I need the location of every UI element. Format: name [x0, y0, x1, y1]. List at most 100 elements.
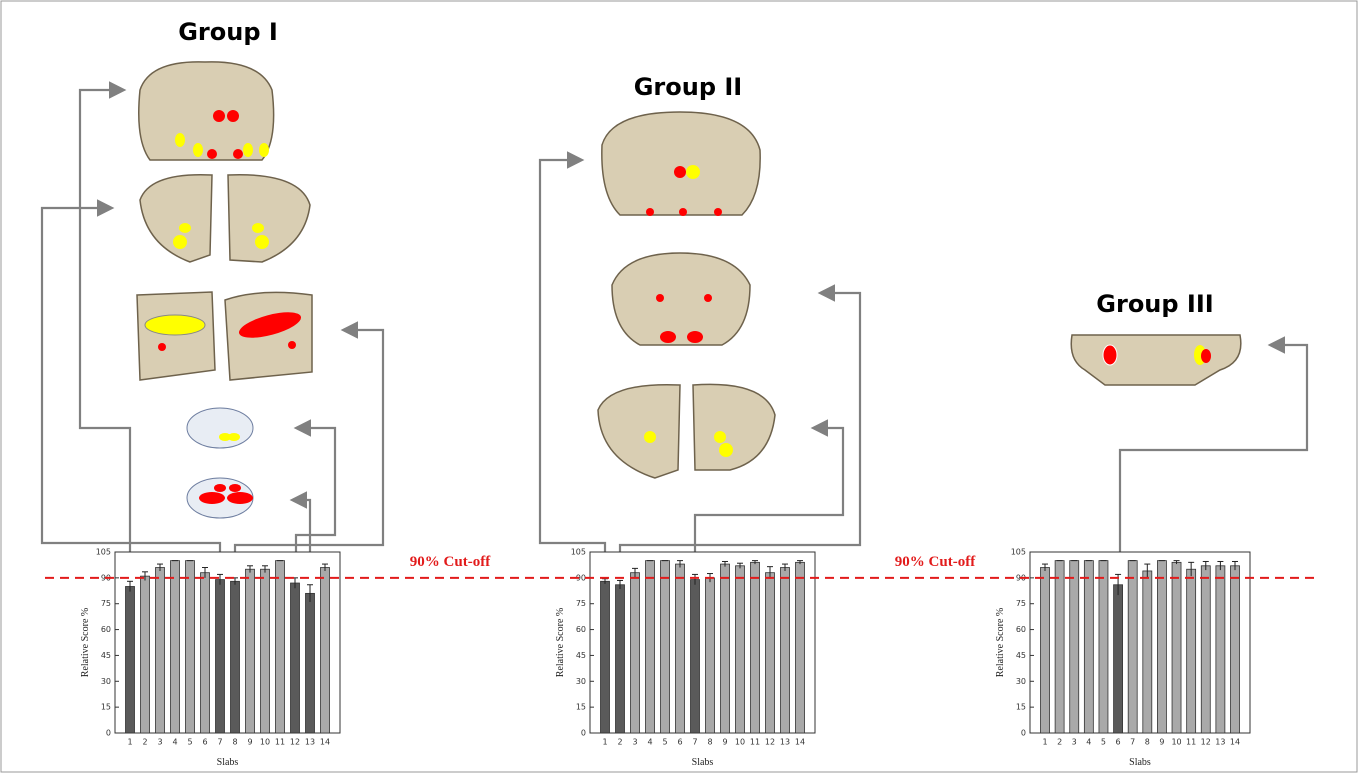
- x-tick-label: 2: [142, 738, 147, 747]
- x-tick-label: 7: [1130, 738, 1135, 747]
- x-tick-label: 9: [247, 738, 252, 747]
- bar: [795, 561, 805, 734]
- bar: [1215, 565, 1226, 734]
- bar: [1230, 565, 1240, 734]
- x-tick-label: 11: [750, 738, 760, 747]
- x-tick-label: 4: [1086, 738, 1091, 747]
- x-tick-label: 5: [662, 738, 667, 747]
- bar: [675, 563, 685, 734]
- bar: [245, 568, 255, 734]
- bar: [320, 567, 330, 734]
- x-tick-label: 6: [677, 738, 682, 747]
- tissue-group-3: [1070, 334, 1242, 386]
- bar: [1083, 560, 1094, 734]
- x-tick-label: 14: [795, 738, 805, 747]
- bar: [230, 580, 240, 734]
- y-tick-label: 105: [571, 548, 586, 557]
- x-tick-label: 10: [260, 738, 270, 747]
- bar: [615, 584, 625, 734]
- x-tick-label: 5: [1101, 738, 1106, 747]
- group-title: Group I: [178, 18, 278, 46]
- cutoff-label: 90% Cut-off: [410, 554, 491, 570]
- bar: [125, 586, 135, 734]
- arrows: [40, 81, 1309, 552]
- bar: [1054, 560, 1065, 734]
- bar: [750, 561, 760, 734]
- x-axis-label: Slabs: [1129, 757, 1151, 768]
- y-axis-label: Relative Score %: [80, 608, 91, 677]
- x-tick-label: 6: [1116, 738, 1121, 747]
- y-tick-label: 0: [1021, 729, 1026, 738]
- x-tick-label: 8: [232, 738, 237, 747]
- y-tick-label: 90: [576, 573, 586, 582]
- x-tick-label: 7: [692, 738, 697, 747]
- bar: [1200, 565, 1211, 734]
- y-tick-label: 15: [576, 703, 586, 712]
- x-tick-label: 7: [217, 738, 222, 747]
- x-tick-label: 12: [1201, 738, 1211, 747]
- x-tick-label: 9: [722, 738, 727, 747]
- bar: [705, 577, 715, 734]
- y-axis-label: Relative Score %: [555, 608, 566, 677]
- x-tick-label: 1: [602, 738, 607, 747]
- y-tick-label: 75: [101, 599, 111, 608]
- bar: [1127, 560, 1138, 734]
- x-tick-label: 2: [617, 738, 622, 747]
- x-tick-label: 3: [632, 738, 637, 747]
- y-tick-label: 0: [106, 729, 111, 738]
- bar: [780, 567, 790, 734]
- x-tick-label: 13: [780, 738, 790, 747]
- y-tick-label: 30: [1016, 677, 1026, 686]
- bar: [140, 575, 150, 734]
- bar: [1113, 584, 1123, 734]
- y-tick-label: 45: [101, 651, 111, 660]
- x-tick-label: 2: [1057, 738, 1062, 747]
- bar: [720, 563, 730, 734]
- y-tick-label: 60: [101, 625, 111, 634]
- x-tick-label: 1: [1042, 738, 1047, 747]
- y-tick-label: 75: [576, 599, 586, 608]
- bar: [260, 568, 270, 734]
- y-tick-label: 30: [576, 677, 586, 686]
- x-tick-label: 13: [305, 738, 315, 747]
- bar: [185, 560, 195, 734]
- bar: [690, 579, 700, 734]
- y-tick-label: 105: [96, 548, 111, 557]
- y-tick-label: 45: [576, 651, 586, 660]
- x-tick-label: 10: [735, 738, 745, 747]
- bar: [170, 560, 180, 734]
- bar: [200, 572, 210, 734]
- x-tick-label: 12: [290, 738, 300, 747]
- bar: [1069, 560, 1080, 734]
- bar: [765, 572, 775, 734]
- x-tick-label: 4: [647, 738, 652, 747]
- x-axis-label: Slabs: [217, 757, 239, 768]
- plot-frame: [114, 551, 341, 734]
- x-tick-label: 11: [1186, 738, 1196, 747]
- bar: [305, 592, 315, 734]
- bar: [1142, 570, 1153, 734]
- x-tick-label: 1: [127, 738, 132, 747]
- bar: [600, 580, 610, 734]
- y-axis-label: Relative Score %: [995, 608, 1006, 677]
- x-tick-label: 8: [707, 738, 712, 747]
- x-tick-label: 11: [275, 738, 285, 747]
- bar: [215, 579, 225, 734]
- x-tick-label: 4: [172, 738, 177, 747]
- y-tick-label: 0: [581, 729, 586, 738]
- cutoff-label: 90% Cut-off: [895, 554, 976, 570]
- y-tick-label: 105: [1011, 548, 1026, 557]
- x-tick-label: 14: [1230, 738, 1240, 747]
- bar: [735, 565, 745, 734]
- y-tick-label: 60: [1016, 625, 1026, 634]
- y-tick-label: 60: [576, 625, 586, 634]
- bar: [630, 572, 640, 734]
- bar: [290, 582, 300, 734]
- group-title: Group III: [1096, 290, 1213, 318]
- x-tick-label: 14: [320, 738, 330, 747]
- y-tick-label: 30: [101, 677, 111, 686]
- bar: [275, 560, 285, 734]
- y-tick-label: 15: [101, 703, 111, 712]
- bar: [645, 560, 655, 734]
